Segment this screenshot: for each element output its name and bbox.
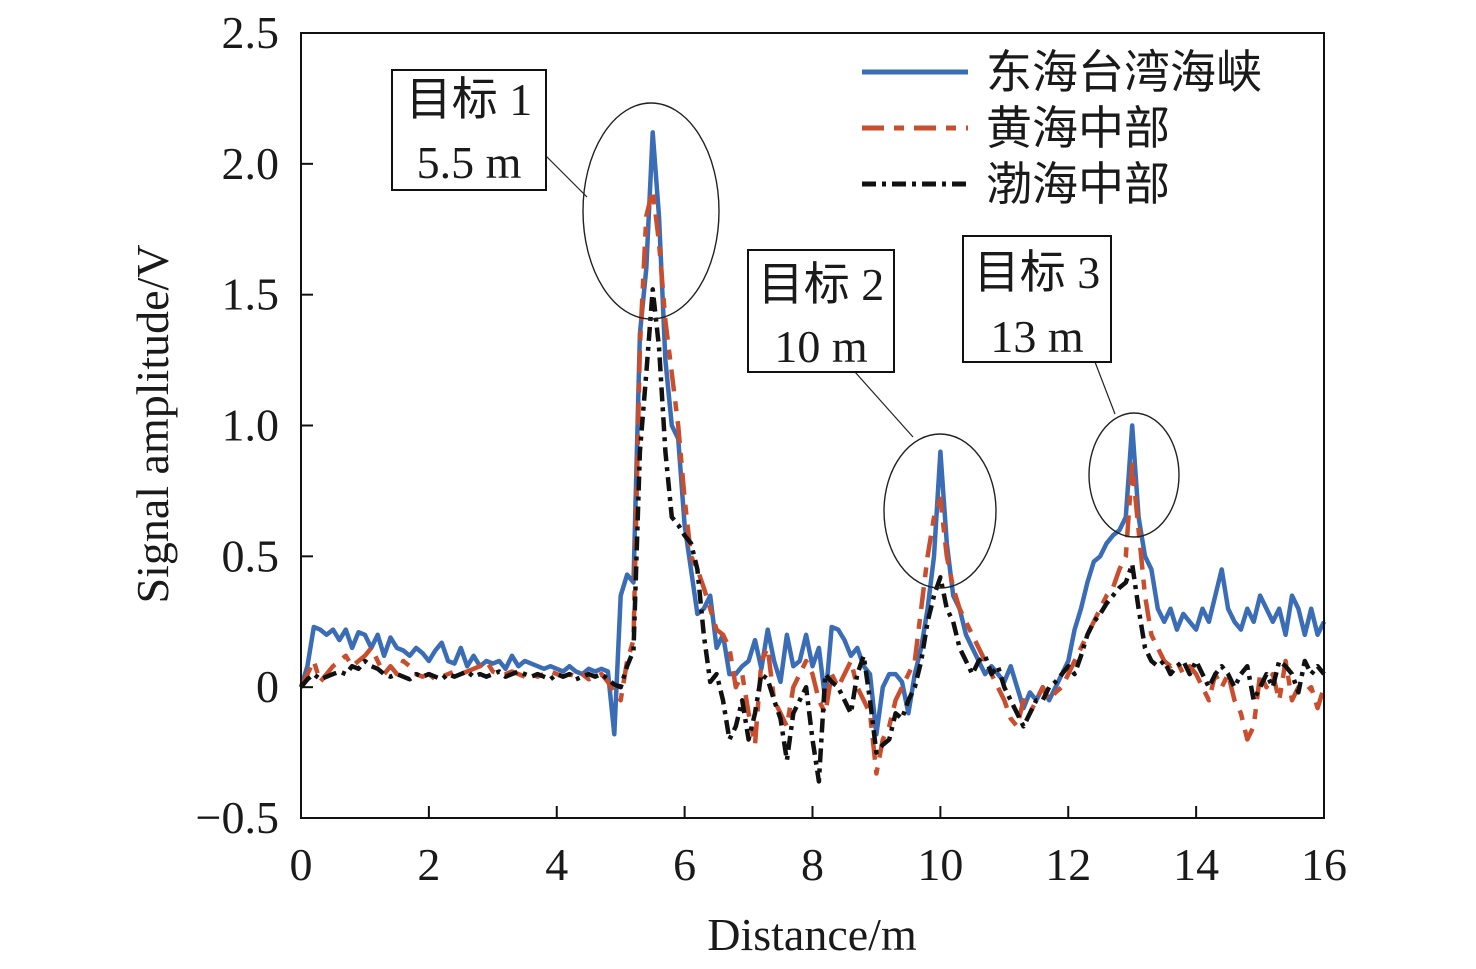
series-line-0 [298, 130, 1327, 737]
target1-circle [582, 102, 720, 320]
target2-leader [854, 371, 914, 438]
target3-circle [1088, 412, 1180, 538]
legend-label-1: 黄海中部 [986, 103, 1170, 154]
x-tick-label: 0 [290, 839, 313, 890]
axis-ticks: 0 2 4 6 8 10 12 14 16−0.500.51.01.52.02.5 [196, 7, 1347, 890]
legend-label-2: 渤海中部 [986, 159, 1170, 210]
target2-line2: 10 m [774, 321, 868, 372]
x-tick-label: 14 [1173, 839, 1219, 890]
target1-leader [544, 154, 588, 198]
target1-line2: 5.5 m [417, 137, 522, 188]
y-tick-label: 0 [256, 661, 279, 712]
target3-line1: 目标 3 [974, 247, 1101, 298]
target1-line1: 目标 1 [406, 74, 533, 125]
y-axis-title: Signal amplitude/V [127, 244, 178, 603]
series-line-2 [299, 287, 1326, 784]
x-tick-label: 2 [417, 839, 440, 890]
target3-line2: 13 m [990, 311, 1084, 362]
series-layer [298, 130, 1327, 784]
target3-leader [1094, 361, 1116, 415]
y-tick-label: −0.5 [196, 792, 279, 843]
target2-line1: 目标 2 [758, 259, 885, 310]
target1-label: 目标 1 5.5 m [391, 69, 547, 191]
legend-label-0: 东海台湾海峡 [986, 47, 1262, 98]
series-line-1 [298, 187, 1327, 776]
y-tick-label: 2.0 [222, 138, 280, 189]
y-tick-label: 1.0 [222, 400, 280, 451]
annotation-shapes [544, 102, 1180, 589]
x-axis-title: Distance/m [707, 909, 917, 960]
x-tick-label: 6 [673, 839, 696, 890]
target2-label: 目标 2 10 m [747, 249, 895, 373]
y-tick-label: 2.5 [222, 7, 280, 58]
target3-label: 目标 3 13 m [962, 235, 1112, 363]
y-tick-label: 1.5 [222, 269, 280, 320]
y-tick-label: 0.5 [222, 530, 280, 581]
x-tick-label: 4 [545, 839, 568, 890]
x-tick-label: 8 [801, 839, 824, 890]
target2-circle [883, 433, 997, 589]
x-tick-label: 16 [1301, 839, 1347, 890]
x-tick-label: 10 [917, 839, 963, 890]
x-tick-label: 12 [1045, 839, 1091, 890]
legend: 东海台湾海峡 黄海中部 渤海中部 [862, 47, 1262, 210]
plot-frame [300, 32, 1325, 819]
